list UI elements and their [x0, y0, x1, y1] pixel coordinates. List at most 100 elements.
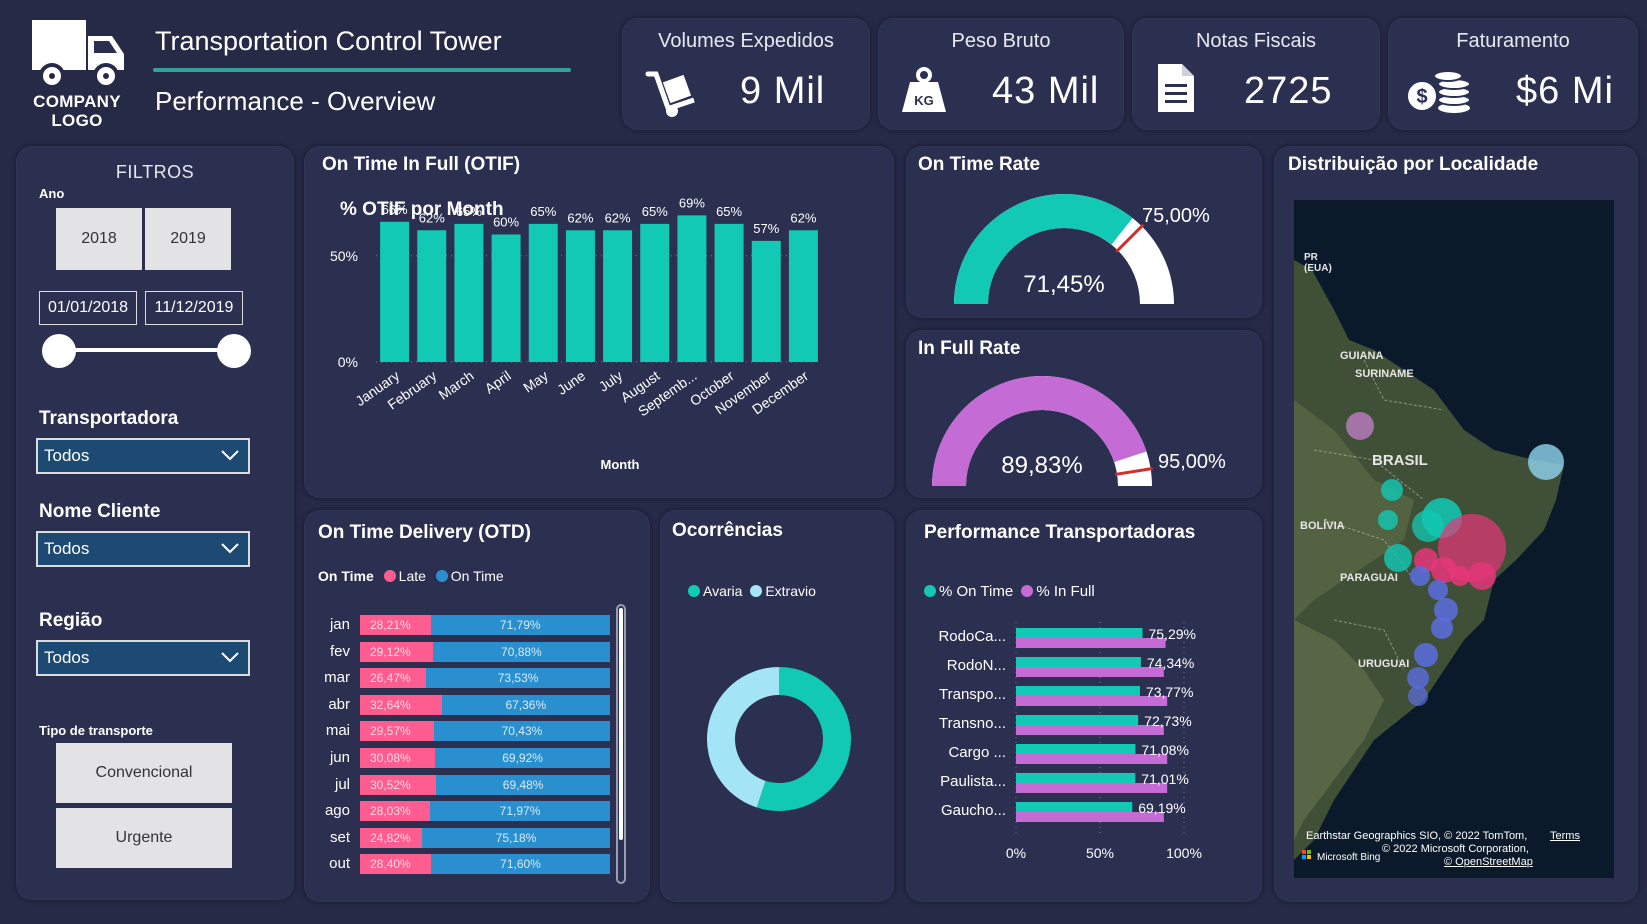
truck-icon — [32, 20, 124, 89]
transportadora-label: Transportadora — [39, 408, 179, 429]
kpi-value: 9 Mil — [740, 70, 826, 112]
otif-bar-label: 66% — [382, 202, 408, 217]
otd-ontime-bar: 73,53% — [426, 668, 610, 689]
late-legend-dot — [383, 570, 396, 582]
regiao-value: Todos — [44, 648, 90, 667]
otif-bar — [677, 215, 707, 362]
land-highlands — [1294, 400, 1414, 620]
gauge-target-label: 75,00% — [1142, 205, 1210, 227]
otd-row: jan 28,21% 71,79% — [314, 614, 610, 636]
map-view[interactable] — [1294, 200, 1614, 878]
map-bubble — [1428, 580, 1448, 600]
otif-bar-label: 60% — [493, 215, 519, 230]
date-start-input[interactable]: 01/01/2018 — [39, 291, 137, 325]
urgente-button[interactable]: Urgente — [56, 808, 232, 868]
company-logo — [28, 16, 130, 132]
date-slider-track[interactable] — [60, 348, 234, 352]
map-title: Distribuição por Localidade — [1288, 154, 1539, 175]
otd-legend-ontime: On Time — [450, 568, 504, 584]
tipo-label: Tipo de transporte — [39, 723, 153, 738]
otd-late-bar: 24,82% — [360, 827, 423, 848]
year-2019-button[interactable]: 2019 — [145, 208, 231, 270]
ocorrencias-donut — [706, 667, 851, 811]
otif-bar-label: 62% — [790, 210, 816, 225]
chevron-down-icon — [221, 543, 239, 554]
otd-ontime-bar: 70,88% — [432, 641, 610, 662]
otif-bar — [603, 230, 633, 362]
map-bubble — [1528, 444, 1564, 480]
regiao-dropdown[interactable]: Todos — [36, 640, 250, 676]
otif-bar-label: 57% — [753, 221, 779, 236]
ocorrencias-title: Ocorrências — [672, 520, 783, 541]
otif-x-label: May — [520, 367, 551, 395]
otd-late-bar: 30,52% — [360, 774, 437, 795]
map-bubble — [1346, 412, 1374, 440]
otd-scrollbar[interactable] — [616, 604, 626, 884]
otif-bar-label: 65% — [456, 204, 482, 219]
legend-ontime: % On Time — [939, 583, 1014, 600]
kpi-peso-card: Peso Bruto KG 43 Mil — [878, 18, 1124, 130]
otd-month-label: mar — [324, 669, 350, 687]
otif-bar-label: 65% — [530, 204, 556, 219]
infull-legend-dot — [1021, 585, 1034, 597]
map-osm-link[interactable]: © OpenStreetMap — [1444, 856, 1533, 868]
otd-late-bar: 30,08% — [360, 748, 436, 768]
cliente-dropdown[interactable]: Todos — [36, 531, 250, 567]
ocorrencias-legend: Avaria Extravio — [688, 583, 816, 599]
page-title: Transportation Control Tower — [155, 26, 502, 56]
otif-bar-label: 69% — [679, 195, 705, 210]
otif-bar-label: 62% — [567, 210, 593, 225]
date-slider-handle-end[interactable] — [217, 334, 251, 368]
map-label-guiana: GUIANA — [1340, 350, 1384, 362]
filters-title: FILTROS — [115, 162, 195, 182]
date-slider-handle-start[interactable] — [42, 334, 76, 368]
map-bubble — [1468, 562, 1496, 590]
otd-month-label: jul — [334, 775, 350, 793]
otd-month-label: abr — [328, 695, 350, 713]
kpi-faturamento-card: Faturamento $ $6 Mi — [1388, 18, 1638, 130]
otif-bar-label: 65% — [716, 204, 742, 219]
date-end-input[interactable]: 11/12/2019 — [145, 291, 243, 325]
gauge-fill — [954, 194, 1133, 304]
donut-slice-avaria — [756, 667, 851, 811]
otd-month-label: jun — [329, 749, 350, 766]
y-tick-label: 50% — [330, 248, 358, 264]
performance-title: Performance Transportadoras — [924, 522, 1196, 543]
map-bubble — [1378, 510, 1398, 530]
otif-bar — [380, 221, 410, 362]
country-borders — [1313, 359, 1445, 671]
map-credit-1: Earthstar Geographics SIO, © 2022 TomTom… — [1306, 830, 1528, 842]
otd-late-bar: 28,03% — [360, 801, 431, 822]
year-2018-button[interactable]: 2018 — [56, 208, 142, 270]
transportadora-dropdown[interactable]: Todos — [36, 438, 250, 474]
otif-xlabel: Month — [601, 457, 640, 472]
gauge-value: 89,83% — [1001, 452, 1082, 479]
performance-legend: % On Time % In Full — [924, 583, 1095, 600]
map-bubble — [1381, 479, 1403, 501]
kpi-value: 43 Mil — [992, 70, 1100, 112]
logo-text: COMPANY LOGO — [33, 92, 121, 130]
otd-row: mai 29,57% 70,43% — [314, 720, 610, 742]
otif-bar-label: 62% — [419, 210, 445, 225]
kpi-label: Peso Bruto — [951, 30, 1051, 52]
map-terms-link[interactable]: Terms — [1550, 830, 1580, 842]
otd-scrollbar-thumb[interactable] — [619, 608, 623, 840]
kpi-label: Notas Fiscais — [1195, 30, 1317, 52]
otd-late-bar: 26,47% — [360, 668, 427, 689]
map-label-paraguai: PARAGUAI — [1340, 572, 1398, 584]
otd-ontime-bar: 67,36% — [441, 694, 610, 715]
otd-ontime-bar: 69,48% — [436, 774, 610, 795]
chevron-down-icon — [221, 652, 239, 663]
cliente-value: Todos — [44, 539, 90, 558]
convencional-button[interactable]: Convencional — [56, 743, 232, 803]
regiao-label: Região — [39, 610, 103, 631]
ano-label: Ano — [39, 186, 65, 201]
document-icon — [1158, 64, 1194, 112]
otd-late-bar: 29,12% — [360, 641, 433, 662]
map-bubble — [1434, 598, 1458, 622]
otif-bar-label: 65% — [642, 204, 668, 219]
otif-bar — [417, 230, 447, 362]
otif-bar — [528, 223, 558, 362]
title-underline — [153, 68, 571, 72]
map-bubble — [1410, 566, 1430, 586]
